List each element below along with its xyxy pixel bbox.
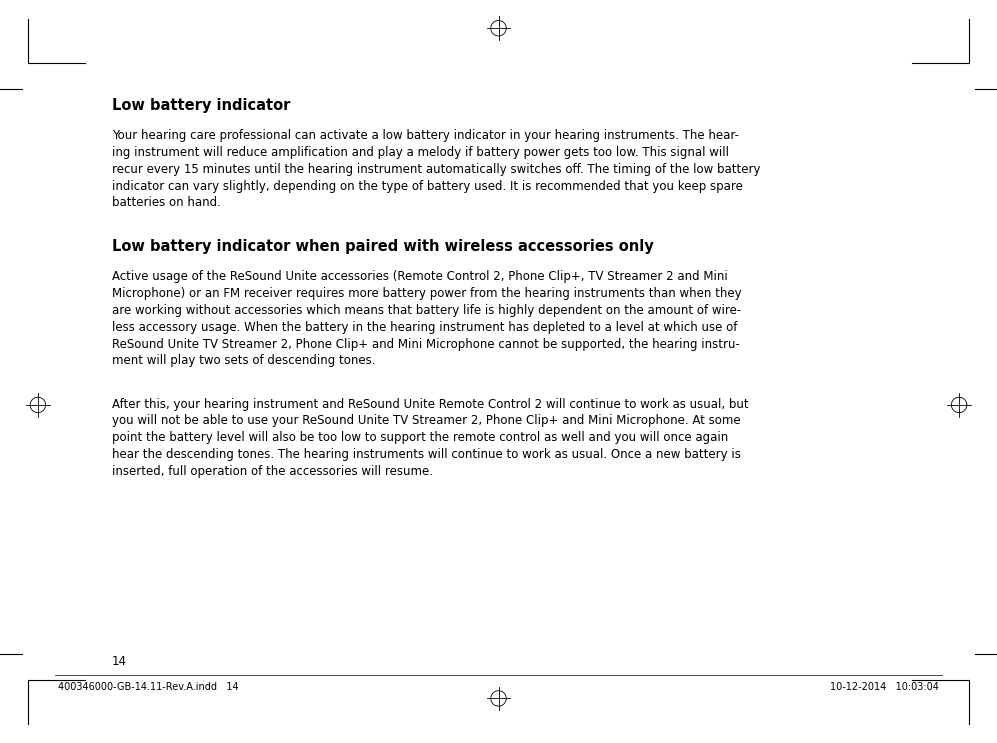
Text: Active usage of the ReSound Unite accessories (Remote Control 2, Phone Clip+, TV: Active usage of the ReSound Unite access… — [112, 270, 742, 368]
Text: After this, your hearing instrument and ReSound Unite Remote Control 2 will cont: After this, your hearing instrument and … — [112, 398, 749, 478]
Text: Your hearing care professional can activate a low battery indicator in your hear: Your hearing care professional can activ… — [112, 129, 760, 210]
Text: Low battery indicator: Low battery indicator — [112, 98, 290, 113]
Text: 400346000-GB-14.11-Rev.A.indd   14: 400346000-GB-14.11-Rev.A.indd 14 — [58, 682, 238, 692]
Text: 10-12-2014   10:03:04: 10-12-2014 10:03:04 — [831, 682, 939, 692]
Text: Low battery indicator when paired with wireless accessories only: Low battery indicator when paired with w… — [112, 239, 653, 254]
Text: 14: 14 — [112, 655, 127, 668]
